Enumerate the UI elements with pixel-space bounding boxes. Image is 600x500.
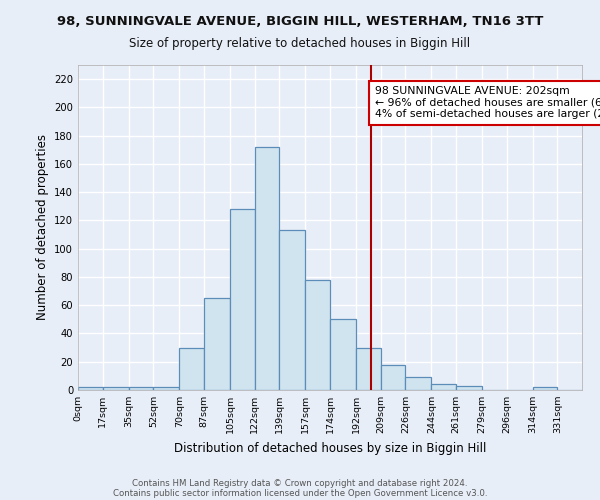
Bar	[254, 147, 280, 390]
Text: Size of property relative to detached houses in Biggin Hill: Size of property relative to detached ho…	[130, 38, 470, 51]
Text: 98, SUNNINGVALE AVENUE, BIGGIN HILL, WESTERHAM, TN16 3TT: 98, SUNNINGVALE AVENUE, BIGGIN HILL, WES…	[57, 15, 543, 28]
Bar	[78, 387, 103, 390]
Bar	[230, 209, 254, 390]
Bar	[356, 348, 380, 390]
Bar	[280, 230, 305, 390]
Bar	[431, 384, 456, 390]
Bar	[204, 298, 230, 390]
Bar	[305, 280, 330, 390]
Text: Contains public sector information licensed under the Open Government Licence v3: Contains public sector information licen…	[113, 488, 487, 498]
Bar	[380, 364, 406, 390]
Bar	[103, 387, 128, 390]
Text: 98 SUNNINGVALE AVENUE: 202sqm
← 96% of detached houses are smaller (670)
4% of s: 98 SUNNINGVALE AVENUE: 202sqm ← 96% of d…	[375, 86, 600, 120]
Bar	[456, 386, 482, 390]
Y-axis label: Number of detached properties: Number of detached properties	[35, 134, 49, 320]
Bar	[330, 320, 356, 390]
Text: Contains HM Land Registry data © Crown copyright and database right 2024.: Contains HM Land Registry data © Crown c…	[132, 478, 468, 488]
Bar	[533, 387, 557, 390]
Bar	[406, 378, 431, 390]
Bar	[128, 387, 154, 390]
X-axis label: Distribution of detached houses by size in Biggin Hill: Distribution of detached houses by size …	[174, 442, 486, 454]
Bar	[154, 387, 179, 390]
Bar	[179, 348, 204, 390]
